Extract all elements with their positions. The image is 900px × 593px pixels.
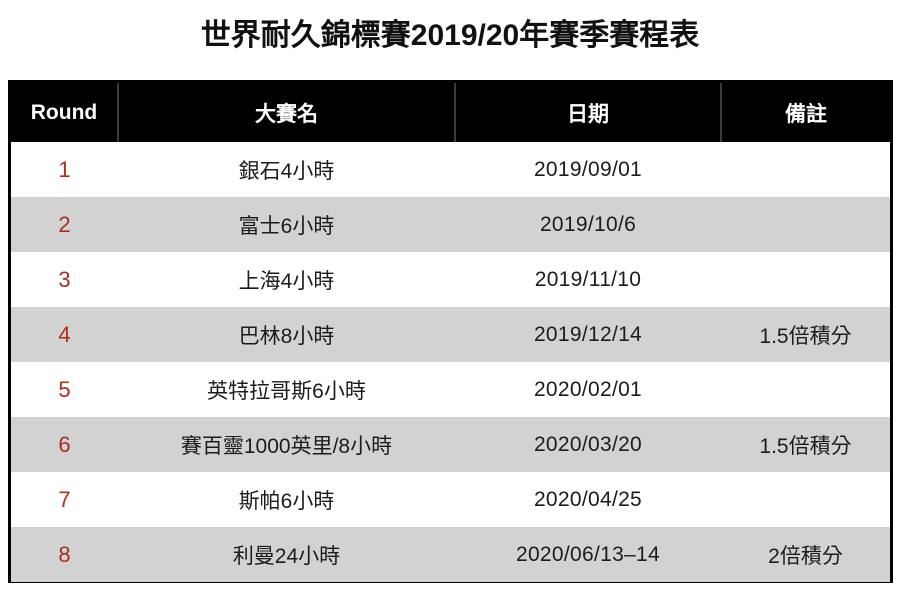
cell-date: 2020/04/25 (455, 472, 721, 527)
cell-event-name: 巴林8小時 (118, 307, 455, 362)
cell-event-name: 英特拉哥斯6小時 (118, 362, 455, 417)
schedule-table-container: Round 大賽名 日期 備註 1 銀石4小時 2019/09/01 2 富士6… (8, 80, 893, 583)
cell-event-name: 富士6小時 (118, 197, 455, 252)
cell-date: 2019/10/6 (455, 197, 721, 252)
cell-event-name: 利曼24小時 (118, 527, 455, 582)
cell-date: 2020/06/13–14 (455, 527, 721, 582)
table-row: 6 賽百靈1000英里/8小時 2020/03/20 1.5倍積分 (11, 417, 890, 472)
table-row: 8 利曼24小時 2020/06/13–14 2倍積分 (11, 527, 890, 582)
cell-note (721, 197, 890, 252)
schedule-table: Round 大賽名 日期 備註 1 銀石4小時 2019/09/01 2 富士6… (11, 83, 890, 582)
cell-round: 8 (11, 527, 118, 582)
table-body: 1 銀石4小時 2019/09/01 2 富士6小時 2019/10/6 3 上… (11, 142, 890, 582)
cell-round: 6 (11, 417, 118, 472)
cell-event-name: 賽百靈1000英里/8小時 (118, 417, 455, 472)
cell-date: 2020/03/20 (455, 417, 721, 472)
cell-note: 1.5倍積分 (721, 417, 890, 472)
cell-note: 2倍積分 (721, 527, 890, 582)
cell-event-name: 銀石4小時 (118, 142, 455, 197)
table-row: 3 上海4小時 2019/11/10 (11, 252, 890, 307)
cell-event-name: 上海4小時 (118, 252, 455, 307)
cell-note (721, 362, 890, 417)
cell-date: 2020/02/01 (455, 362, 721, 417)
cell-date: 2019/09/01 (455, 142, 721, 197)
cell-round: 4 (11, 307, 118, 362)
table-row: 5 英特拉哥斯6小時 2020/02/01 (11, 362, 890, 417)
cell-note (721, 142, 890, 197)
table-row: 4 巴林8小時 2019/12/14 1.5倍積分 (11, 307, 890, 362)
cell-round: 3 (11, 252, 118, 307)
cell-event-name: 斯帕6小時 (118, 472, 455, 527)
column-header-note[interactable]: 備註 (721, 83, 890, 142)
column-header-event-name[interactable]: 大賽名 (118, 83, 456, 142)
table-header-row: Round 大賽名 日期 備註 (11, 83, 890, 142)
table-row: 7 斯帕6小時 2020/04/25 (11, 472, 890, 527)
cell-date: 2019/12/14 (455, 307, 721, 362)
cell-note (721, 252, 890, 307)
cell-round: 7 (11, 472, 118, 527)
cell-round: 1 (11, 142, 118, 197)
table-header: Round 大賽名 日期 備註 (11, 83, 890, 142)
cell-note (721, 472, 890, 527)
cell-date: 2019/11/10 (455, 252, 721, 307)
cell-round: 5 (11, 362, 118, 417)
cell-note: 1.5倍積分 (721, 307, 890, 362)
page-title: 世界耐久錦標賽2019/20年賽季賽程表 (200, 19, 700, 52)
table-row: 1 銀石4小時 2019/09/01 (11, 142, 890, 197)
cell-round: 2 (11, 197, 118, 252)
column-header-date[interactable]: 日期 (455, 83, 722, 142)
column-header-round[interactable]: Round (11, 83, 119, 142)
table-row: 2 富士6小時 2019/10/6 (11, 197, 890, 252)
